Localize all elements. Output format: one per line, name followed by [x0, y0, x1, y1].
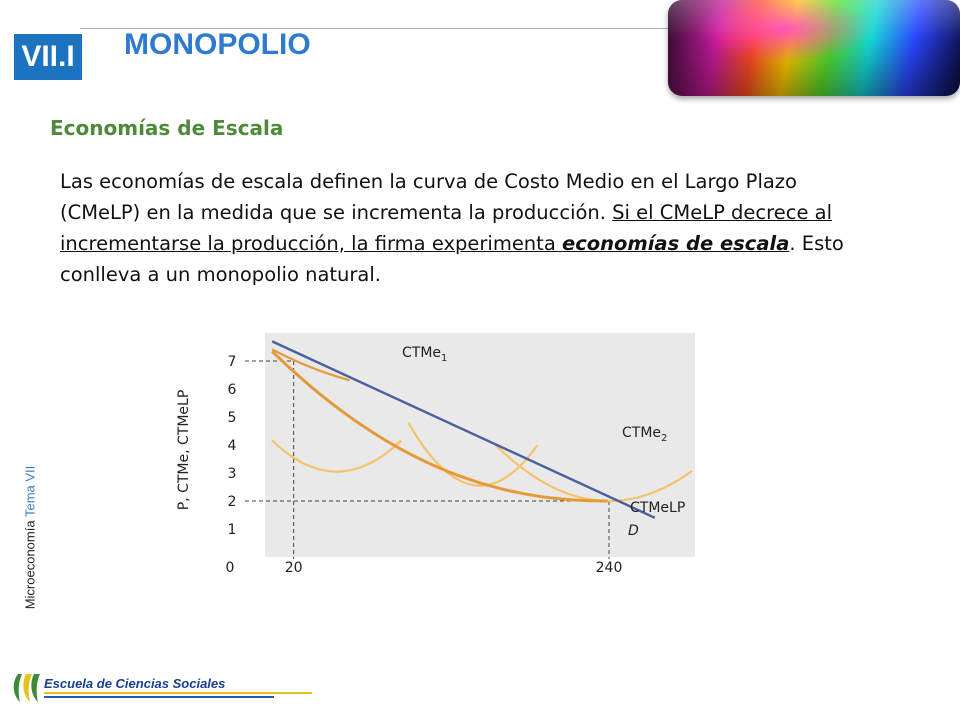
footer-school-name: Escuela de Ciencias Sociales — [44, 676, 226, 691]
school-logo-icon — [13, 674, 40, 702]
curve-label-d: D — [628, 523, 639, 539]
x-tick-labels: 0 20 240 — [226, 560, 623, 576]
y-tick-label: 3 — [228, 466, 237, 482]
y-tick-label: 2 — [228, 494, 237, 510]
paragraph-text: Las economías de escala definen la curva… — [60, 170, 797, 224]
y-axis-label: P, CTMe, CTMeLP — [176, 390, 192, 511]
x-tick-label: 20 — [285, 560, 303, 576]
demand-line — [271, 340, 656, 519]
paragraph-underlined: Si el CMeLP decrece al incrementarse la … — [60, 201, 833, 255]
footer-line-yellow — [44, 692, 312, 694]
paragraph-end: . Esto conlleva a un monopolio natural. — [60, 232, 844, 286]
course-name: Microeconomía — [22, 520, 38, 610]
y-tick-label: 4 — [228, 438, 237, 454]
reference-lines — [245, 360, 610, 559]
curve-labels: CTMe1 CTMe2 CTMeLP D — [402, 345, 685, 539]
section-subtitle: Economías de Escala — [50, 116, 284, 140]
ctme1-dark-curve — [271, 348, 350, 382]
spectrum-banner-image — [668, 0, 960, 96]
section-badge: VII.I — [14, 34, 82, 80]
y-tick-label: 7 — [228, 354, 237, 370]
y-tick-label: 1 — [228, 522, 237, 538]
ctme-middle-curve — [407, 422, 539, 487]
top-rule — [80, 28, 680, 29]
y-tick-label: 5 — [228, 410, 237, 426]
curve-label-ctmelp: CTMeLP — [630, 500, 685, 516]
x-tick-label: 0 — [226, 560, 235, 576]
curve-label-ctme1: CTMe1 — [402, 345, 447, 364]
ctme1-curve — [271, 439, 402, 473]
ctmelp-curve — [271, 350, 608, 503]
cost-curves — [271, 340, 693, 519]
curve-label-ctme2: CTMe2 — [622, 425, 667, 444]
paragraph-emphasis: economías de escala — [561, 232, 790, 255]
x-tick-label: 240 — [596, 560, 623, 576]
y-tick-labels: 1 2 3 4 5 6 7 — [228, 354, 237, 538]
footer-line-blue — [44, 696, 274, 698]
y-tick-label: 6 — [228, 382, 237, 398]
side-course-label: Microeconomía Tema VII — [23, 438, 38, 638]
topic-name: Tema VII — [22, 465, 38, 518]
page-title: MONOPOLIO — [124, 28, 311, 61]
body-paragraph: Las economías de escala definen la curva… — [60, 166, 860, 290]
